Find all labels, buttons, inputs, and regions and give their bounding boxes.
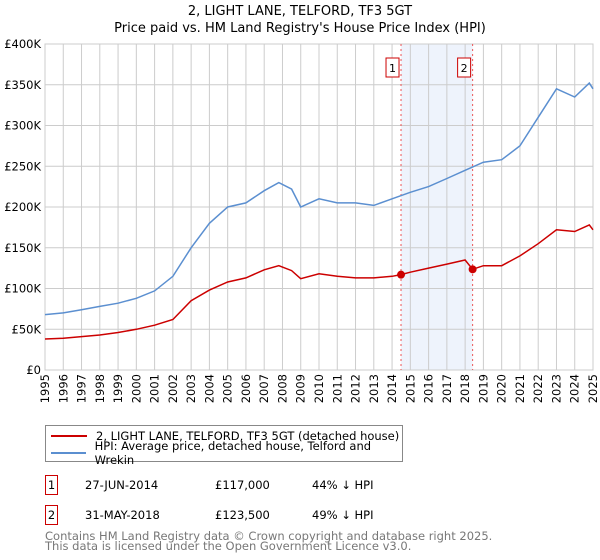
x-tick-label: 2007 — [257, 374, 271, 403]
y-tick-label: £300K — [4, 119, 41, 133]
x-tick-label: 2016 — [422, 374, 436, 403]
x-tick-label: 2003 — [184, 374, 198, 403]
x-tick-label: 2023 — [549, 374, 563, 403]
x-tick-label: 2008 — [275, 374, 289, 403]
sale-marker-label: 2 — [461, 62, 468, 75]
y-tick-label: £100K — [4, 282, 41, 296]
x-tick-label: 2013 — [367, 374, 381, 403]
transaction-price: £123,500 — [215, 508, 270, 522]
x-tick-label: 2010 — [312, 374, 326, 403]
x-tick-label: 2005 — [221, 374, 235, 403]
legend-item-hpi: HPI: Average price, detached house, Telf… — [51, 439, 402, 467]
series-line — [44, 81, 594, 316]
x-tick-label: 2006 — [239, 374, 253, 403]
y-tick-label: £250K — [4, 159, 41, 173]
x-tick-label: 2004 — [202, 374, 216, 403]
legend-item-property: 2, LIGHT LANE, TELFORD, TF3 5GT (detache… — [51, 428, 399, 444]
plot-border — [44, 43, 594, 371]
transaction-hpi: 44% ↓ HPI — [312, 478, 374, 492]
x-tick-label: 2002 — [166, 374, 180, 403]
footer: Contains HM Land Registry data © Crown c… — [45, 529, 493, 553]
marker-badge: 2 — [45, 505, 58, 525]
x-tick-label: 2020 — [495, 374, 509, 403]
x-tick-label: 2022 — [531, 374, 545, 403]
chart-subtitle: Price paid vs. HM Land Registry's House … — [114, 21, 486, 36]
x-tick-label: 2009 — [294, 374, 308, 403]
x-tick-label: 2015 — [403, 374, 417, 403]
x-tick-label: 1995 — [38, 374, 52, 403]
x-tick-label: 2001 — [148, 374, 162, 403]
footer-line: This data is licensed under the Open Gov… — [45, 539, 412, 553]
y-tick-label: £350K — [4, 78, 41, 92]
x-tick-label: 2014 — [385, 374, 399, 403]
series-line — [44, 223, 594, 340]
footer-line: Contains HM Land Registry data © Crown c… — [45, 529, 493, 543]
x-tick-label: 1998 — [93, 374, 107, 403]
transaction-row: 1 27-JUN-2014 £117,000 44% ↓ HPI — [45, 475, 445, 495]
sale-marker-label: 1 — [389, 62, 396, 75]
marker-badge: 1 — [45, 475, 58, 495]
y-tick-label: £50K — [12, 322, 42, 336]
sale-point — [468, 265, 477, 274]
x-tick-label: 2012 — [349, 374, 363, 403]
x-tick-label: 2024 — [568, 374, 582, 403]
x-tick-label: 2017 — [440, 374, 454, 403]
x-tick-label: 1997 — [75, 374, 89, 403]
legend: 2, LIGHT LANE, TELFORD, TF3 5GT (detache… — [45, 425, 403, 467]
transaction-date: 31-MAY-2018 — [85, 508, 160, 522]
x-tick-label: 2011 — [330, 374, 344, 403]
chart-title: 2, LIGHT LANE, TELFORD, TF3 5GT — [187, 4, 413, 19]
transaction-date: 27-JUN-2014 — [85, 478, 159, 492]
x-tick-label: 2025 — [586, 374, 600, 403]
x-tick-label: 1999 — [111, 374, 125, 403]
x-tick-label: 2021 — [513, 374, 527, 403]
legend-swatch-blue — [51, 452, 86, 454]
x-tick-label: 2019 — [476, 374, 490, 403]
sale-point — [397, 270, 406, 279]
x-tick-label: 2018 — [458, 374, 472, 403]
x-tick-label: 1996 — [56, 374, 70, 403]
y-tick-label: £150K — [4, 241, 41, 255]
sale-marker-box — [457, 57, 472, 78]
plot-area: 1995 1996 1997 1998 1999 2000 2001 2002 2003 2004… — [4, 37, 600, 403]
transaction-hpi: 49% ↓ HPI — [312, 508, 374, 522]
y-tick-label: £200K — [4, 200, 41, 214]
legend-swatch-red — [51, 435, 87, 437]
y-tick-label: £400K — [4, 37, 41, 51]
x-tick-label: 2000 — [129, 374, 143, 403]
legend-label: HPI: Average price, detached house, Telf… — [94, 439, 372, 467]
legend-label: 2, LIGHT LANE, TELFORD, TF3 5GT (detache… — [96, 429, 400, 443]
transaction-price: £117,000 — [215, 478, 270, 492]
y-tick-label: £0 — [26, 363, 41, 377]
sale-marker-box — [385, 57, 400, 78]
transaction-row: 2 31-MAY-2018 £123,500 49% ↓ HPI — [45, 505, 445, 525]
